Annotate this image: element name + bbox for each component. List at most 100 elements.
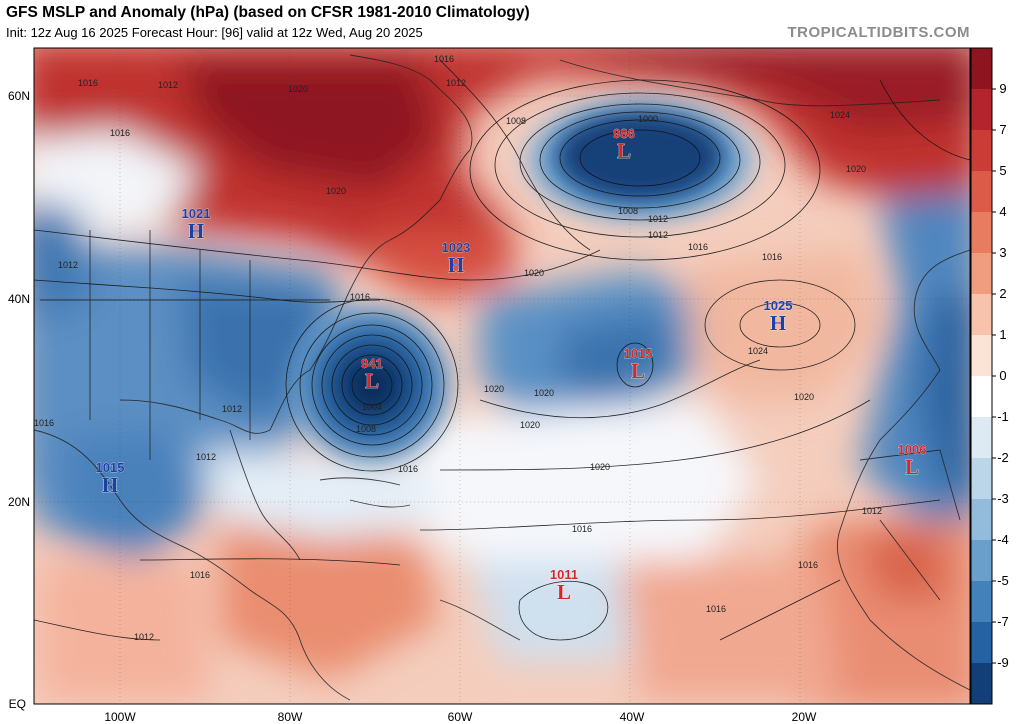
pressure-value: 1011 (550, 567, 578, 582)
colorbar-swatch (971, 130, 992, 172)
isobar-label: 1008 (618, 206, 638, 216)
isobar-label: 1012 (648, 230, 668, 240)
colorbar-swatch (971, 499, 992, 541)
forecast-subtitle: Init: 12z Aug 16 2025 Forecast Hour: [96… (6, 25, 423, 40)
pressure-value: 1006 (898, 442, 927, 457)
pressure-value: 1021 (182, 206, 211, 221)
isobar-label: 1012 (196, 452, 216, 462)
isobar-label: 1020 (794, 392, 814, 402)
colorbar-swatch (971, 294, 992, 336)
pressure-letter: H (448, 253, 464, 277)
pressure-letter: L (631, 359, 645, 383)
colorbar-swatch (971, 663, 992, 705)
isobar-label: 1020 (534, 388, 554, 398)
colorbar: 9 7 5 4 3 2 1 0 -1 -2 -3 -4 -5 -7 -9 (970, 47, 1009, 705)
isobar-label: 1024 (830, 110, 850, 120)
colorbar-label: -9 (997, 655, 1009, 670)
colorbar-swatch (971, 253, 992, 295)
colorbar-label: 5 (999, 163, 1006, 178)
latitude-label: EQ (9, 697, 26, 711)
isobar-label: 1016 (434, 54, 454, 64)
isobar-label: 1024 (748, 346, 768, 356)
colorbar-swatch (971, 376, 992, 418)
chart-title: GFS MSLP and Anomaly (hPa) (based on CFS… (6, 4, 530, 21)
longitude-labels: 100W 80W 60W 40W 20W (104, 710, 817, 724)
isobar-label: 1012 (158, 80, 178, 90)
latitude-labels: 60N 40N 20N EQ (8, 89, 30, 711)
pressure-value: 986 (613, 126, 635, 141)
colorbar-swatch (971, 458, 992, 500)
colorbar-label: 7 (999, 122, 1006, 137)
colorbar-swatch (971, 417, 992, 459)
latitude-label: 40N (8, 292, 30, 306)
longitude-label: 20W (792, 710, 817, 724)
pressure-letter: L (557, 580, 571, 604)
isobar-label: 1020 (288, 84, 308, 94)
isobar-label: 1020 (846, 164, 866, 174)
isobar-label: 1012 (134, 632, 154, 642)
colorbar-label: 1 (999, 327, 1006, 342)
longitude-label: 80W (278, 710, 303, 724)
isobar-label: 1008 (506, 116, 526, 126)
colorbar-label: 3 (999, 245, 1006, 260)
isobar-label: 1016 (762, 252, 782, 262)
pressure-value: 1023 (442, 240, 471, 255)
isobar-label: 1000 (638, 114, 658, 124)
anomaly-field (34, 48, 970, 704)
pressure-letter: L (617, 139, 631, 163)
colorbar-label: -4 (997, 532, 1009, 547)
isobar-label: 1016 (190, 570, 210, 580)
isobar-label: 1004 (362, 402, 382, 412)
colorbar-swatch (971, 89, 992, 131)
colorbar-swatch (971, 171, 992, 213)
isobar-label: 1012 (862, 506, 882, 516)
pressure-value: 1015 (624, 346, 653, 361)
colorbar-label: -1 (997, 409, 1009, 424)
colorbar-label: 0 (999, 368, 1006, 383)
brand-watermark: TROPICALTIDBITS.COM (787, 24, 970, 41)
isobar-label: 1016 (572, 524, 592, 534)
colorbar-swatch (971, 540, 992, 582)
colorbar-label: 9 (999, 81, 1006, 96)
colorbar-label: 4 (999, 204, 1006, 219)
colorbar-label: -7 (997, 614, 1009, 629)
longitude-label: 40W (620, 710, 645, 724)
isobar-label: 1020 (590, 462, 610, 472)
isobar-label: 1016 (398, 464, 418, 474)
isobar-label: 1016 (798, 560, 818, 570)
colorbar-label: 2 (999, 286, 1006, 301)
isobar-label: 1016 (78, 78, 98, 88)
pressure-letter: L (365, 369, 379, 393)
colorbar-label: -2 (997, 450, 1009, 465)
colorbar-label: -5 (997, 573, 1009, 588)
isobar-label: 1012 (222, 404, 242, 414)
pressure-letter: H (188, 219, 204, 243)
pressure-value: 941 (361, 356, 383, 371)
colorbar-swatch (971, 335, 992, 377)
isobar-label: 1016 (688, 242, 708, 252)
colorbar-swatch (971, 581, 992, 623)
isobar-label: 1020 (484, 384, 504, 394)
isobar-label: 1016 (350, 292, 370, 302)
pressure-letter: L (905, 455, 919, 479)
colorbar-swatch (971, 48, 992, 90)
pressure-value: 1025 (764, 298, 793, 313)
isobar-label: 1016 (34, 418, 54, 428)
isobar-label: 1016 (110, 128, 130, 138)
isobar-labels: 1016 1012 1020 1016 1012 1016 1020 1008 1012 1016… (34, 54, 882, 642)
pressure-value: 1015 (96, 460, 125, 475)
isobar-label: 1016 (706, 604, 726, 614)
colorbar-label: -3 (997, 491, 1009, 506)
isobar-label: 1020 (520, 420, 540, 430)
colorbar-swatch (971, 622, 992, 664)
isobar-label: 1012 (446, 78, 466, 88)
